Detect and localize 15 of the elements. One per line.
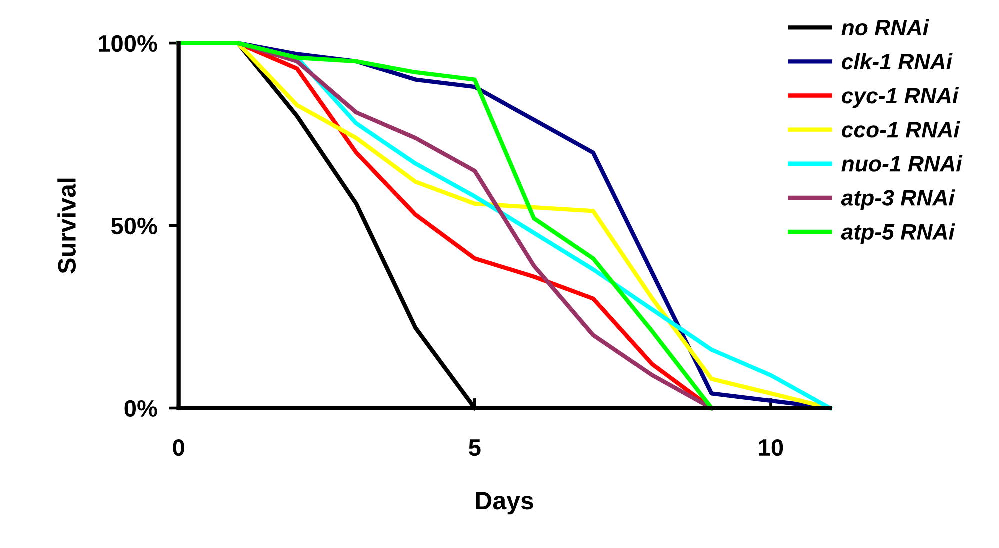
legend-label: clk-1 RNAi: [842, 53, 953, 70]
legend-label: atp-3 RNAi: [841, 190, 956, 210]
y-tick-label: 0%: [124, 400, 158, 418]
x-axis-title: Days: [476, 492, 534, 515]
legend-label: nuo-1 RNAi: [842, 156, 963, 172]
x-tick-label: 0: [173, 439, 184, 456]
y-tick-label: 50%: [111, 218, 158, 235]
legend-label: cco-1 RNAi: [842, 121, 960, 138]
x-tick-label: 10: [759, 439, 784, 456]
x-tick-label: 5: [469, 440, 481, 456]
y-axis-title: Survival: [58, 178, 76, 274]
legend-label: no RNAi: [842, 19, 930, 36]
legend-label: cyc-1 RNAi: [842, 87, 960, 108]
legend-label: atp-5 RNAi: [841, 224, 956, 244]
y-tick-label: 100%: [99, 35, 158, 52]
